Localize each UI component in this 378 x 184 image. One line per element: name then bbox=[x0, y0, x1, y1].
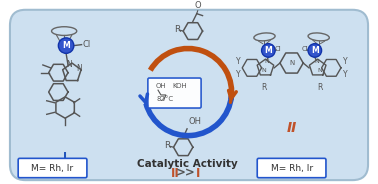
Text: Cl: Cl bbox=[302, 47, 308, 52]
Text: >>: >> bbox=[176, 167, 196, 180]
Text: M: M bbox=[265, 46, 272, 55]
Text: OH: OH bbox=[188, 117, 201, 126]
Text: Y: Y bbox=[236, 70, 241, 79]
Text: Cl: Cl bbox=[82, 40, 91, 49]
Text: M= Rh, Ir: M= Rh, Ir bbox=[271, 164, 313, 173]
Circle shape bbox=[308, 44, 322, 57]
Text: Cl: Cl bbox=[275, 47, 281, 52]
Text: N: N bbox=[317, 68, 322, 73]
Text: R: R bbox=[317, 83, 322, 92]
Text: N: N bbox=[261, 68, 266, 73]
Text: KOH: KOH bbox=[172, 83, 187, 89]
Text: Catalytic Activity: Catalytic Activity bbox=[137, 159, 237, 169]
Circle shape bbox=[58, 38, 74, 53]
Text: M= Rh, Ir: M= Rh, Ir bbox=[31, 164, 74, 173]
Text: O: O bbox=[194, 1, 201, 10]
Circle shape bbox=[262, 44, 275, 57]
Text: II: II bbox=[171, 167, 180, 180]
FancyBboxPatch shape bbox=[148, 78, 201, 108]
Text: N: N bbox=[66, 61, 72, 69]
Text: N: N bbox=[289, 60, 294, 66]
FancyBboxPatch shape bbox=[10, 10, 368, 180]
Text: N: N bbox=[314, 59, 319, 64]
Text: R: R bbox=[261, 83, 266, 92]
Text: I: I bbox=[195, 167, 200, 180]
Text: 82°C: 82°C bbox=[156, 96, 173, 102]
Text: Y: Y bbox=[342, 57, 347, 66]
Text: N: N bbox=[264, 59, 269, 64]
Text: OH: OH bbox=[156, 83, 167, 89]
Text: R: R bbox=[164, 141, 171, 150]
Text: Y: Y bbox=[236, 57, 241, 66]
Text: M: M bbox=[311, 46, 319, 55]
Text: M: M bbox=[62, 41, 70, 50]
Text: Y: Y bbox=[342, 70, 347, 79]
Text: R: R bbox=[174, 25, 181, 34]
FancyBboxPatch shape bbox=[257, 158, 326, 178]
Text: N: N bbox=[76, 64, 82, 73]
FancyBboxPatch shape bbox=[18, 158, 87, 178]
Text: I: I bbox=[63, 152, 67, 162]
Text: II: II bbox=[287, 121, 297, 135]
